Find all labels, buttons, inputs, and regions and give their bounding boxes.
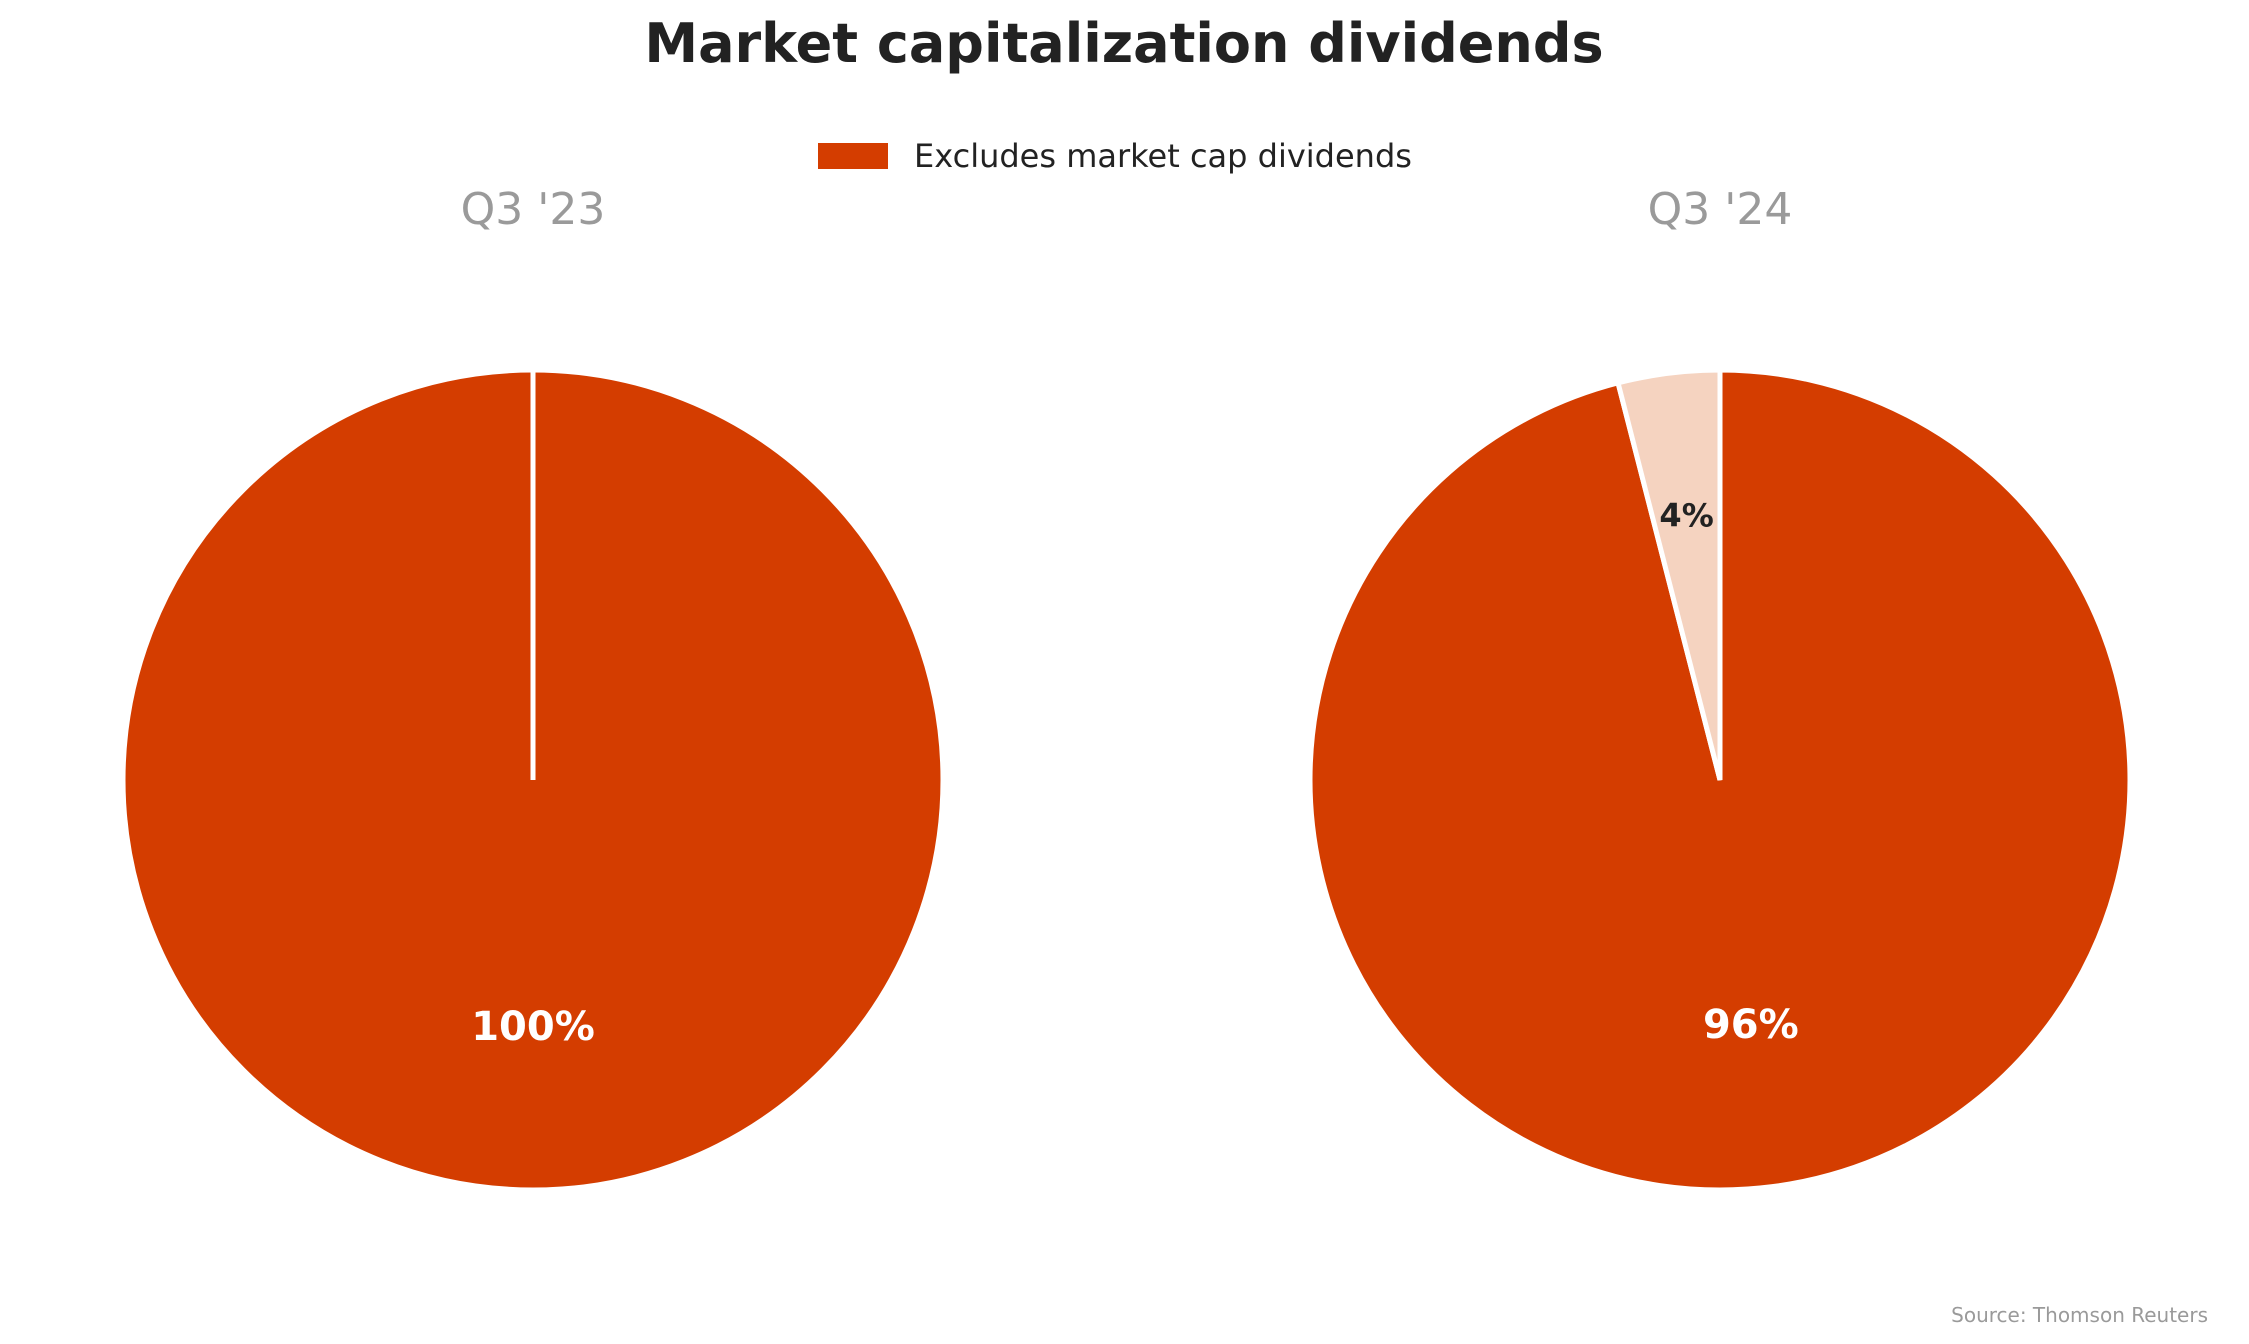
pie-title-q3-24: Q3 '24 (1648, 184, 1793, 235)
pie-slices-q3-24: 96% 4% (1307, 367, 2133, 1193)
pie-slices-q3-23: 100% (120, 367, 946, 1193)
legend-label: Excludes market cap dividends (914, 137, 1412, 175)
legend: Excludes market cap dividends (818, 137, 1412, 175)
pie-title-q3-23: Q3 '23 (461, 184, 606, 235)
source-note: Source: Thomson Reuters (1951, 1303, 2208, 1327)
pie-slice-label-100pct: 100% (471, 1004, 595, 1050)
pie-chart-q3-23: Q3 '23 100% (120, 184, 946, 1193)
pie-slice-label-96pct: 96% (1703, 1002, 1799, 1048)
chart-title: Market capitalization dividends (644, 12, 1603, 75)
pie-slice-label-4pct: 4% (1659, 497, 1713, 535)
legend-swatch (818, 143, 888, 169)
pie-slice-4pct (1614, 367, 1723, 781)
pie-slice-96pct (1307, 367, 2133, 1193)
pie-chart-q3-24: Q3 '24 96% 4% (1307, 184, 2133, 1193)
